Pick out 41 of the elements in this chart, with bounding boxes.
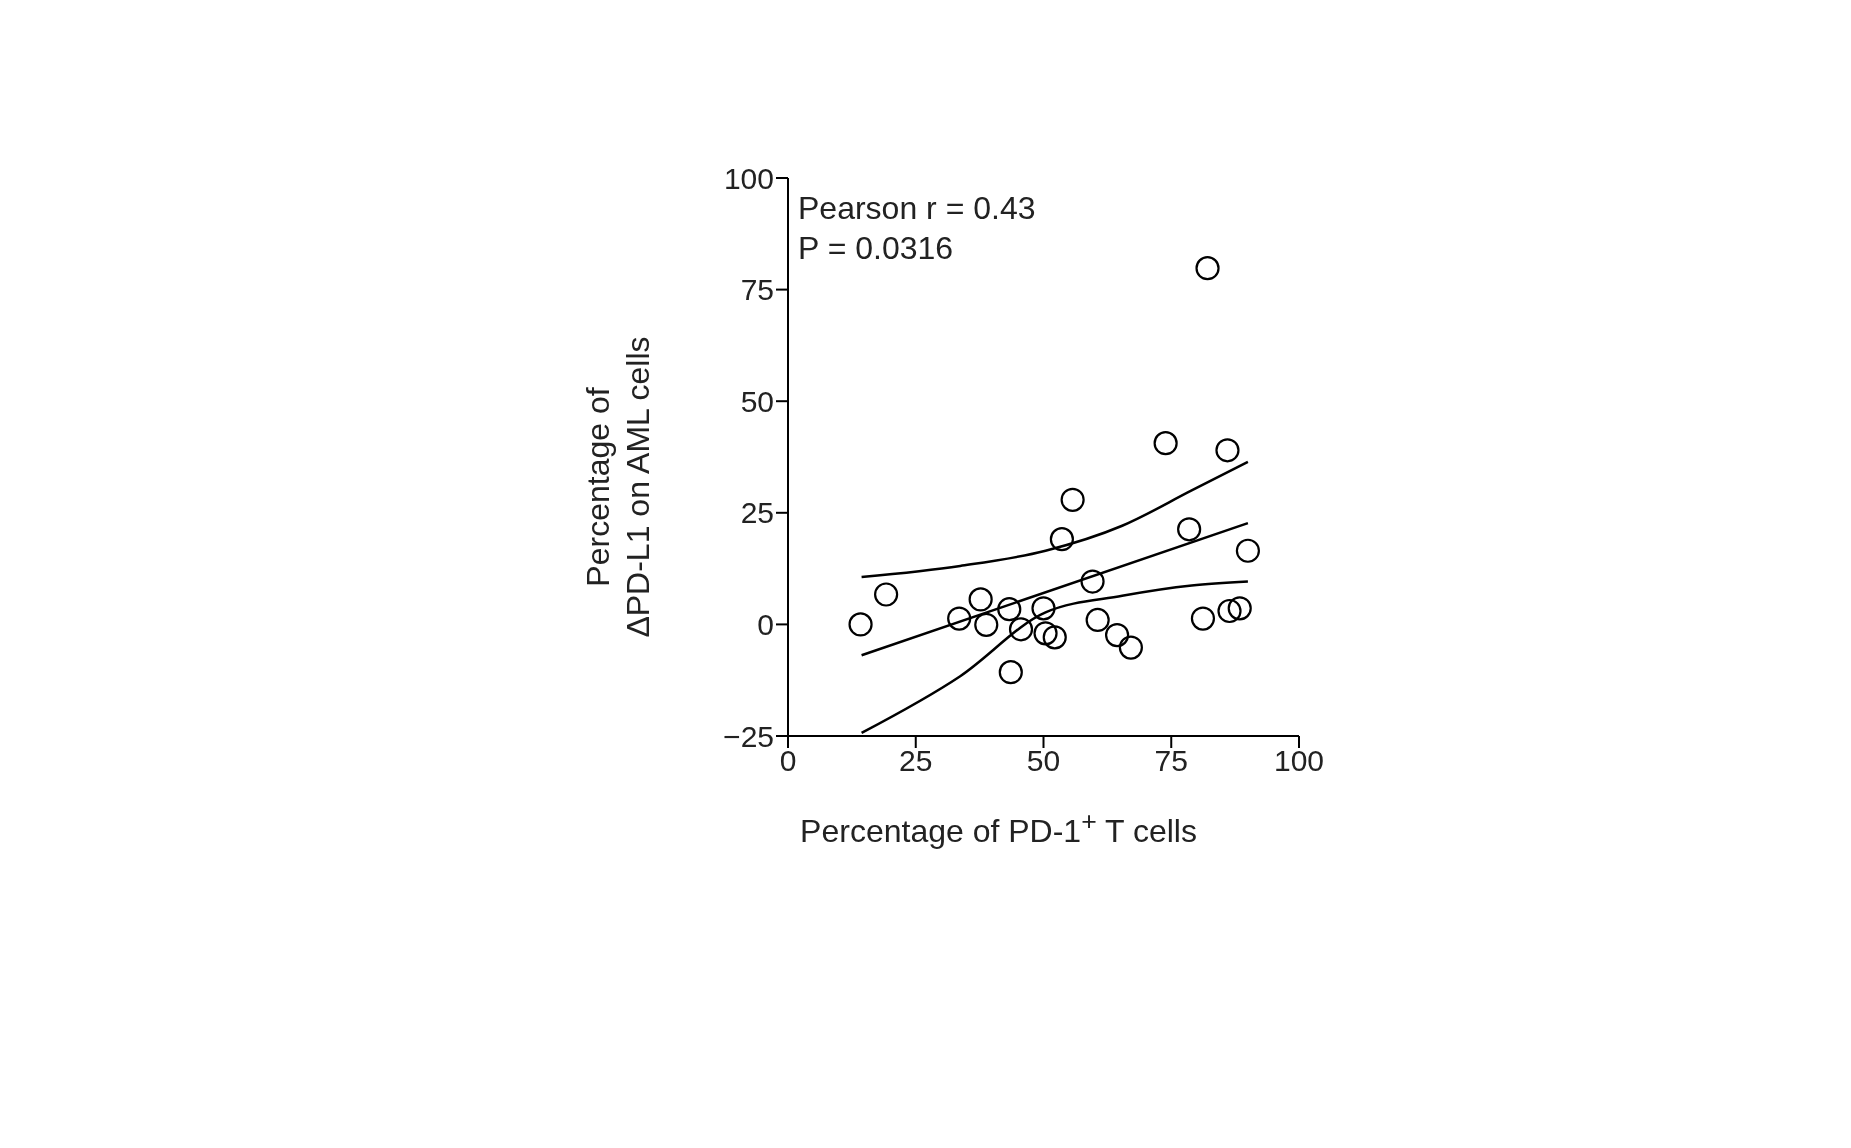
y-tick-label: 25	[740, 496, 774, 530]
point	[1033, 621, 1058, 646]
x-axis-title: Percentage of PD-1$^{+}$ T cells	[799, 806, 1198, 850]
point	[1195, 256, 1220, 281]
y-tick-label: 100	[723, 161, 774, 195]
point	[1227, 596, 1252, 621]
y-tick-label: 0	[757, 608, 774, 642]
point	[1190, 606, 1216, 631]
x-tick-label: 75	[1154, 744, 1188, 778]
point	[1104, 623, 1130, 648]
point	[1049, 527, 1074, 552]
point	[997, 597, 1022, 622]
y-tick-label: 50	[740, 384, 774, 418]
point	[874, 582, 899, 607]
point	[947, 606, 972, 631]
point	[1060, 487, 1085, 512]
point	[974, 612, 999, 637]
point	[1215, 438, 1240, 463]
point	[1235, 538, 1260, 563]
point	[1080, 569, 1105, 594]
y-axis-title: Percentage of ΔPD-L1 on AML cells	[579, 335, 657, 640]
point	[1008, 617, 1034, 642]
point	[1118, 635, 1143, 660]
y-tick-label: −25	[723, 719, 774, 753]
point	[968, 587, 993, 612]
point	[998, 660, 1023, 685]
line-series	[860, 460, 1250, 579]
annotation: P = 0.0316	[798, 229, 955, 268]
point	[1177, 517, 1202, 542]
point	[1031, 596, 1056, 621]
point	[1085, 607, 1110, 633]
point	[1217, 598, 1242, 624]
point	[848, 612, 873, 637]
y-tick-label: 75	[740, 273, 774, 307]
x-tick-label: 0	[779, 744, 797, 778]
point	[1153, 431, 1178, 456]
x-tick-label: 50	[1026, 744, 1061, 778]
x-tick-label: 25	[899, 744, 933, 778]
point	[1042, 625, 1067, 650]
x-tick-label: 100	[1273, 744, 1325, 778]
annotation: Pearson r = 0.43	[798, 189, 1036, 228]
